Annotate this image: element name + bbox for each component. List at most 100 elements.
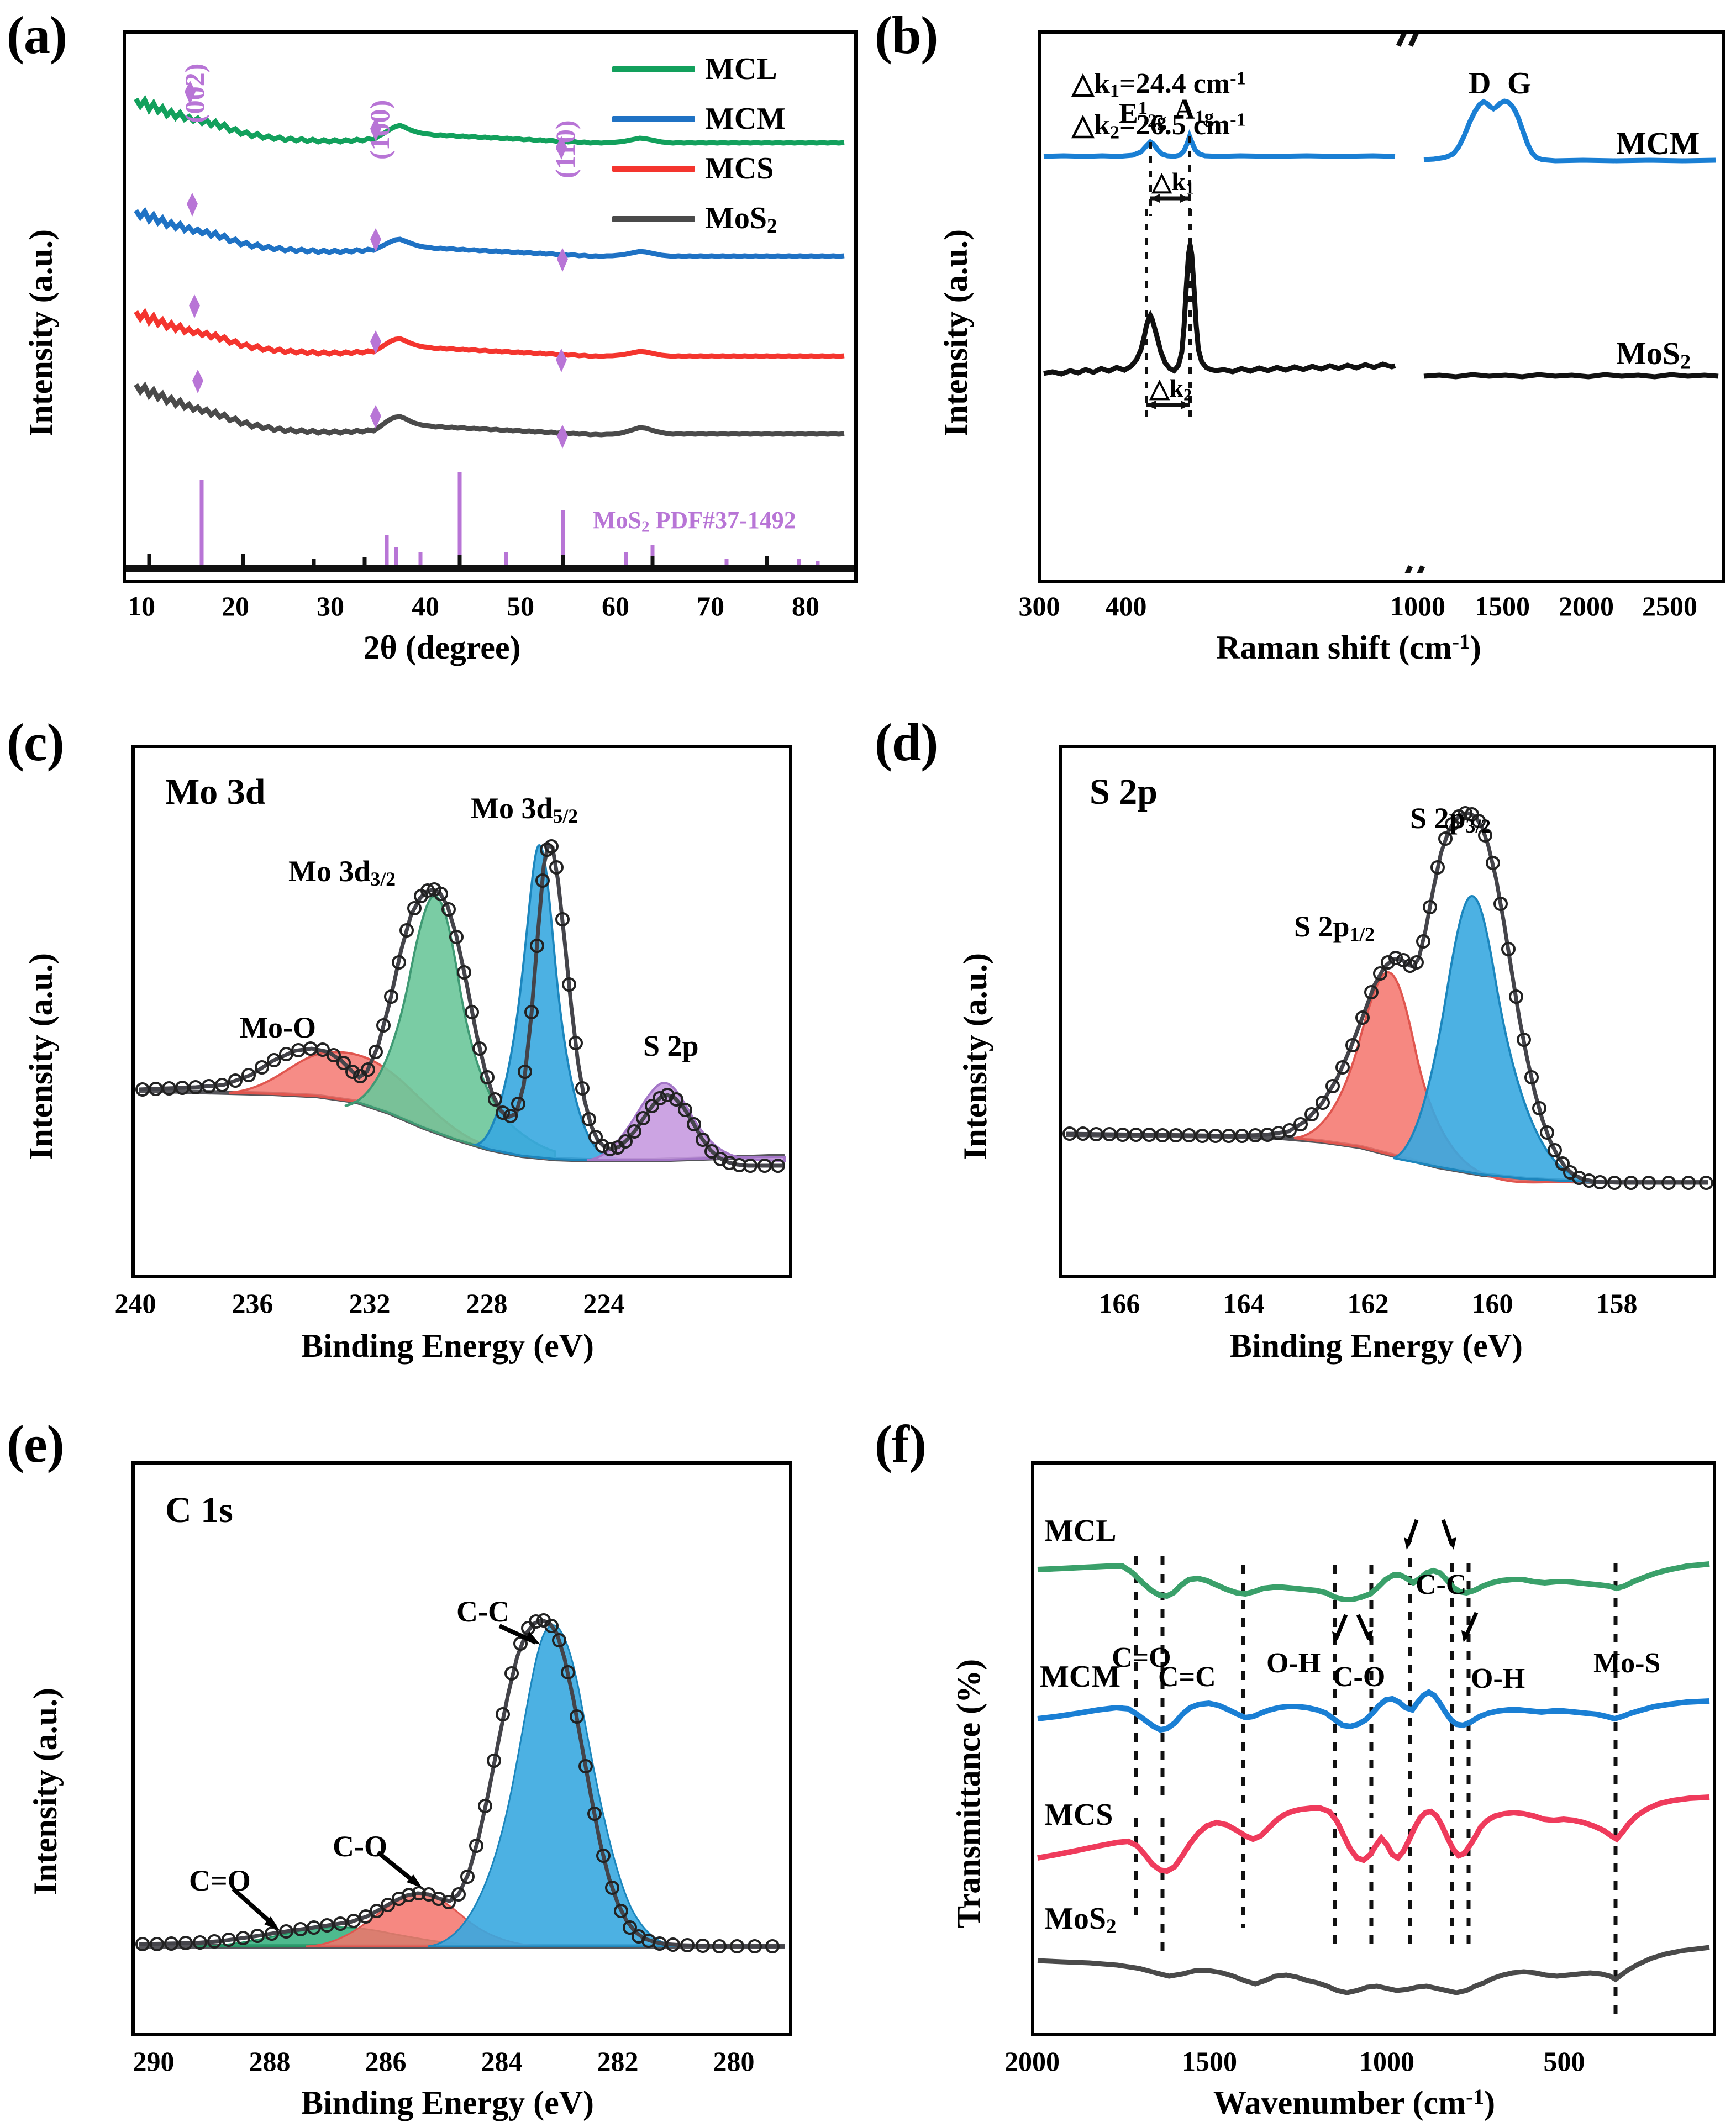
panel-e-xlabel: Binding Energy (eV) xyxy=(301,2084,595,2121)
ftir-label-mcl: MCL xyxy=(1044,1514,1117,1548)
raman-mos2-right xyxy=(1423,372,1719,380)
dk2-guides xyxy=(1145,209,1192,420)
ftir-band-label-oh-upper: O-H xyxy=(1266,1647,1321,1679)
xtick-b-2500: 2500 xyxy=(1642,591,1697,622)
xrd-curve-mcm xyxy=(134,207,845,259)
xtick-f-0: 2000 xyxy=(1004,2046,1060,2077)
raman-mcm-left xyxy=(1043,129,1396,159)
panel-e-plot: C 1s C-C C-O C=O xyxy=(131,1461,792,2036)
plane-label-110: (110) xyxy=(550,120,581,178)
raman-curve-label-mos2: MoS2 xyxy=(1616,335,1691,374)
panel-a-tag: (a) xyxy=(7,6,67,65)
xtick-a-5: 60 xyxy=(602,591,629,622)
xtick-f-3: 500 xyxy=(1543,2046,1585,2077)
xtick-a-7: 80 xyxy=(792,591,819,622)
xtick-a-3: 40 xyxy=(412,591,439,622)
panel-d-tag: (d) xyxy=(875,713,938,772)
ftir-curve-mcl xyxy=(1037,1561,1710,1602)
ftir-label-mos2: MoS2 xyxy=(1044,1902,1117,1938)
xrd-curves xyxy=(126,95,854,572)
panel-c-ylabel: Intensity (a.u.) xyxy=(23,952,59,1160)
xtick-d-3: 160 xyxy=(1471,1288,1513,1319)
dk1-annotation: △k1=24.4 cm-1 xyxy=(1072,67,1246,102)
xtick-c-3: 228 xyxy=(466,1288,508,1319)
axis-break-bottom-slashes xyxy=(1402,565,1425,580)
ftir-oh-arrow xyxy=(1461,1612,1479,1642)
xtick-e-3: 284 xyxy=(481,2046,523,2077)
c1s-envelope xyxy=(139,1618,785,1949)
panel-e-ylabel: Intensity (a.u.) xyxy=(27,1687,64,1895)
xtick-c-2: 232 xyxy=(349,1288,391,1319)
xtick-d-4: 158 xyxy=(1596,1288,1638,1319)
c1s-annotation-arrows xyxy=(232,1624,540,1930)
legend-label-mcs: MCS xyxy=(705,151,774,186)
panel-c: (c) Intensity (a.u.) xyxy=(0,707,868,1409)
ftir-band-markers xyxy=(1134,1556,1618,2020)
xrd-diamond-markers xyxy=(185,81,568,449)
label-c-double-o: C=O xyxy=(189,1864,251,1897)
ftir-curve-mcm xyxy=(1037,1689,1710,1733)
legend-item-mos2: MoS2 xyxy=(612,201,786,238)
xtick-e-5: 280 xyxy=(713,2046,755,2077)
panel-d: (d) Intensity (a.u.) xyxy=(868,707,1736,1409)
raman-mos2-left xyxy=(1043,244,1396,377)
xtick-e-2: 286 xyxy=(365,2046,407,2077)
axis-break-top-slashes xyxy=(1396,34,1419,47)
legend-item-mcm: MCM xyxy=(612,101,786,136)
panel-e-svg xyxy=(135,1613,785,1953)
panel-f: (f) Transmittance (%) xyxy=(868,1409,1736,2121)
legend-item-mcs: MCS xyxy=(612,151,786,186)
panel-f-plot: MCL MCM MCS MoS2 C=O C=C O-H C-C C-O O-H… xyxy=(1031,1461,1716,2036)
panel-c-tag: (c) xyxy=(7,713,65,772)
legend-label-mos2: MoS2 xyxy=(705,201,777,238)
xtick-c-1: 236 xyxy=(232,1288,273,1319)
panel-b-plot: △k1=24.4 cm-1 △k2=26.5 cm-1 E12g A1g △k1… xyxy=(1038,30,1725,583)
xtick-b-300: 300 xyxy=(1018,591,1060,622)
c1s-component-c-c xyxy=(427,1624,688,1947)
panel-a-ylabel: Intensity (a.u.) xyxy=(23,229,59,436)
xtick-f-1: 1500 xyxy=(1182,2046,1237,2077)
panel-a-legend: MCL MCM MCS MoS2 xyxy=(612,51,786,252)
ftir-band-label-cc: C-C xyxy=(1416,1569,1467,1600)
panel-d-plot: S 2p S 2p1/2 S 2p3/2 xyxy=(1059,745,1716,1278)
xtick-a-4: 50 xyxy=(507,591,534,622)
xtick-b-400: 400 xyxy=(1105,591,1147,622)
ftir-label-mcs: MCS xyxy=(1044,1798,1113,1832)
legend-swatch-mcs xyxy=(612,165,695,172)
xtick-e-4: 282 xyxy=(597,2046,639,2077)
axis-break-mask-bottom xyxy=(1395,573,1426,580)
panel-e-tag: (e) xyxy=(7,1414,65,1473)
xtick-c-0: 240 xyxy=(114,1288,156,1319)
panel-e: (e) Intensity (a.u.) xyxy=(0,1409,868,2121)
xtick-e-1: 288 xyxy=(249,2046,291,2077)
dk1-guides xyxy=(1149,136,1191,216)
panel-f-xlabel: Wavenumber (cm-1) xyxy=(1213,2084,1496,2121)
xtick-b-1000: 1000 xyxy=(1390,591,1445,622)
mo3d-component-3d52 xyxy=(472,844,633,1161)
a1g-label: A1g xyxy=(1174,94,1214,128)
g-peak-label: G xyxy=(1507,66,1532,101)
panel-f-ylabel: Transmittance (%) xyxy=(950,1658,987,1928)
d-peak-label: D xyxy=(1469,66,1491,101)
e2g-label: E12g xyxy=(1119,97,1167,131)
panel-b: (b) Intensity (a.u.) xyxy=(868,0,1736,702)
panel-d-xlabel: Binding Energy (eV) xyxy=(1229,1328,1523,1364)
xtick-a-1: 20 xyxy=(222,591,249,622)
panel-b-ylabel: Intensity (a.u.) xyxy=(938,229,974,436)
panel-c-plot: Mo 3d Mo-O Mo 3d3/2 Mo 3d5/2 S 2p xyxy=(131,745,792,1278)
legend-swatch-mcl xyxy=(612,66,695,72)
legend-swatch-mos2 xyxy=(612,216,695,223)
xtick-a-2: 30 xyxy=(317,591,344,622)
pdf-reference-label: MoS2 PDF#37-1492 xyxy=(593,507,796,536)
ftir-curve-mcs xyxy=(1037,1794,1710,1874)
panel-f-svg xyxy=(1037,1519,1710,2020)
label-mo-3d52: Mo 3d5/2 xyxy=(471,792,578,827)
panel-a-plot: (002) (100) (110) MoS2 PDF#37-1492 MCL M… xyxy=(123,30,858,583)
plane-label-100: (100) xyxy=(364,99,395,160)
panel-b-tag: (b) xyxy=(875,6,938,65)
ftir-band-label-co-double: C=O xyxy=(1112,1642,1171,1673)
xtick-e-0: 290 xyxy=(133,2046,175,2077)
legend-swatch-mcm xyxy=(612,115,695,122)
s2p-data-markers xyxy=(1062,806,1713,1190)
label-c-c: C-C xyxy=(456,1595,509,1628)
